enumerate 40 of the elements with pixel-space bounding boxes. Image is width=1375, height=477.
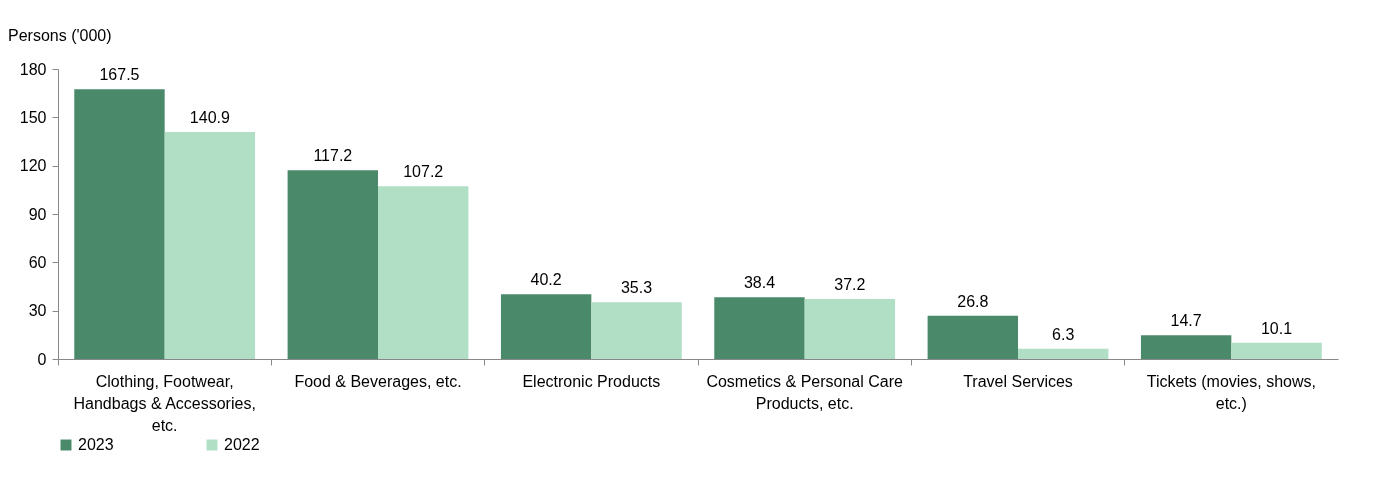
data-label: 167.5 <box>99 66 140 84</box>
data-label: 117.2 <box>313 147 353 165</box>
data-label: 35.3 <box>620 279 653 297</box>
x-tick-label: Electronic Products <box>522 372 661 390</box>
y-tick-label: 150 <box>19 108 47 126</box>
data-label: 37.2 <box>834 276 866 294</box>
data-label: 38.4 <box>743 274 776 292</box>
bar <box>287 170 378 359</box>
data-label: 26.8 <box>957 292 989 310</box>
data-label: 14.7 <box>1170 312 1202 330</box>
data-label: 10.1 <box>1260 319 1293 337</box>
y-tick-label: 90 <box>28 205 47 223</box>
y-tick-label: 0 <box>37 350 47 368</box>
data-label: 40.2 <box>530 271 562 289</box>
x-tick-label: Travel Services <box>963 372 1073 390</box>
bar <box>164 131 256 359</box>
x-tick-label: Cosmetics & Personal Care Products, etc. <box>706 372 904 412</box>
data-label: 6.3 <box>1052 325 1075 343</box>
y-tick-label: 180 <box>19 60 47 78</box>
bar <box>714 297 805 359</box>
data-label: 107.2 <box>403 163 444 181</box>
legend-label: 2022 <box>224 436 260 453</box>
x-tick-label: Clothing, Footwear, Handbags & Accessories, etc. <box>73 372 256 434</box>
bar <box>500 294 592 359</box>
y-tick-label: 30 <box>28 302 47 320</box>
y-tick-label: 60 <box>28 253 47 271</box>
bar <box>804 299 896 359</box>
y-tick-label: 120 <box>19 157 47 175</box>
x-tick-label: Food & Beverages, etc. <box>294 372 462 390</box>
bar <box>74 89 165 359</box>
bar <box>378 186 469 359</box>
bar <box>1231 342 1322 359</box>
bar <box>927 315 1018 359</box>
y-axis-title: Persons ('000) <box>8 27 112 44</box>
legend-label: 2023 <box>78 436 114 453</box>
bar <box>1018 348 1109 359</box>
data-label: 140.9 <box>189 108 230 126</box>
bar <box>591 302 682 359</box>
x-tick-label: Tickets (movies, shows, etc.) <box>1146 372 1316 412</box>
bar <box>1140 335 1232 359</box>
